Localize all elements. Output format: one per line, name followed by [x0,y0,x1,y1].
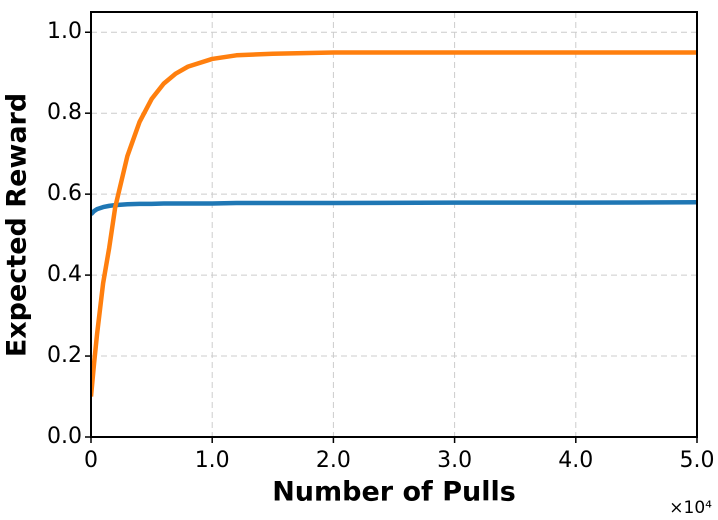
x-axis-label: Number of Pulls [272,477,516,508]
x-tick-label: 4.0 [558,448,593,473]
y-tick-label: 0.6 [47,181,82,206]
line [91,50,697,397]
y-tick-label: 1.0 [47,19,82,44]
x-tick-label: 3.0 [437,448,472,473]
y-tick-label: 0.8 [47,100,82,125]
x-tick-label: 1.0 [195,448,230,473]
y-tick-label: 0.0 [47,424,82,449]
x-tick-label: 0 [84,448,98,473]
x-tick-label: 2.0 [316,448,351,473]
y-tick-label: 0.2 [47,343,82,368]
line [91,199,697,216]
y-tick-label: 0.4 [47,262,82,287]
plot-frame [90,11,698,438]
y-axis-label: Expected Reward [2,93,33,357]
x-offset-text: ×10⁴ [669,498,712,518]
x-tick-label: 5.0 [680,448,715,473]
